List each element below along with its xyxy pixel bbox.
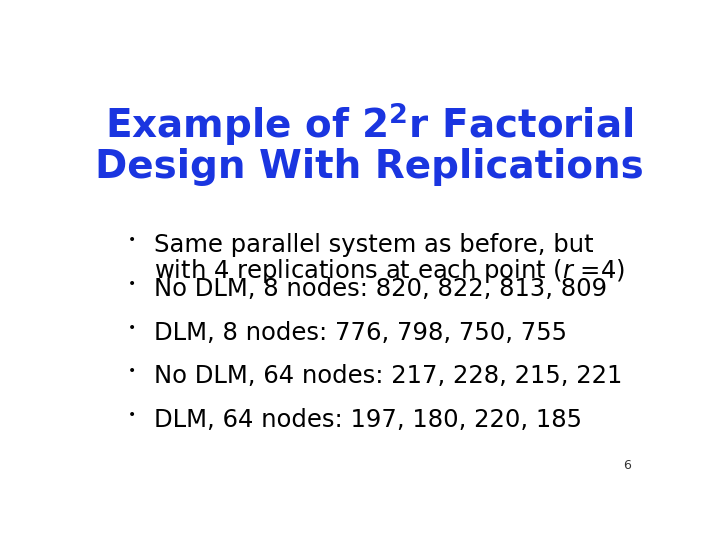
Text: No DLM, 8 nodes: 820, 822, 813, 809: No DLM, 8 nodes: 820, 822, 813, 809 [154,277,607,301]
Text: •: • [127,364,136,378]
Text: •: • [127,321,136,334]
Text: •: • [127,233,136,247]
Text: Same parallel system as before, but: Same parallel system as before, but [154,233,594,257]
Text: DLM, 64 nodes: 197, 180, 220, 185: DLM, 64 nodes: 197, 180, 220, 185 [154,408,582,432]
Text: •: • [127,277,136,291]
Text: with 4 replications at each point ($\it{r}$ =4): with 4 replications at each point ($\it{… [154,258,626,285]
Text: 6: 6 [624,460,631,472]
Text: No DLM, 64 nodes: 217, 228, 215, 221: No DLM, 64 nodes: 217, 228, 215, 221 [154,364,623,388]
Text: Design With Replications: Design With Replications [94,148,644,186]
Text: DLM, 8 nodes: 776, 798, 750, 755: DLM, 8 nodes: 776, 798, 750, 755 [154,321,567,345]
Text: Example of $\mathbf{2^2}$$\mathbf{r}$ Factorial: Example of $\mathbf{2^2}$$\mathbf{r}$ Fa… [104,100,634,148]
Text: •: • [127,408,136,422]
